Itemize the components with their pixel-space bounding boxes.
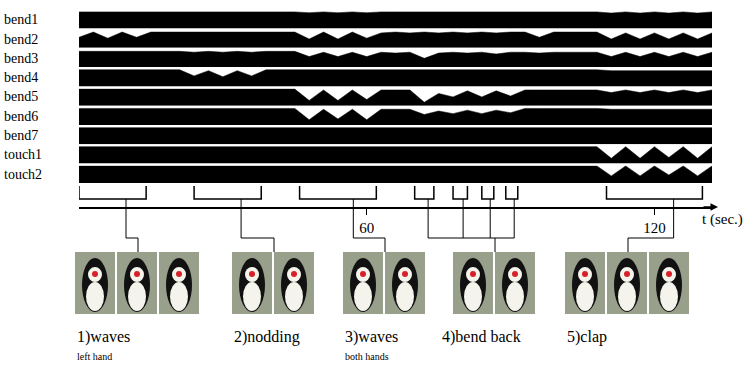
svg-text:120: 120: [643, 220, 666, 236]
svg-text:both hands: both hands: [345, 351, 389, 362]
svg-text:bend3: bend3: [4, 51, 38, 66]
svg-text:bend4: bend4: [4, 70, 38, 85]
svg-text:left hand: left hand: [77, 351, 112, 362]
svg-text:touch1: touch1: [4, 147, 42, 162]
svg-text:4)bend back: 4)bend back: [442, 328, 521, 346]
svg-text:bend6: bend6: [4, 109, 38, 124]
svg-text:bend7: bend7: [4, 128, 38, 143]
svg-text:5)clap: 5)clap: [567, 328, 607, 346]
svg-text:bend1: bend1: [4, 12, 38, 27]
svg-text:60: 60: [359, 220, 374, 236]
svg-text:t (sec.): t (sec.): [702, 211, 743, 228]
svg-text:bend5: bend5: [4, 89, 38, 104]
svg-text:2)nodding: 2)nodding: [234, 328, 300, 346]
svg-text:1)waves: 1)waves: [77, 328, 130, 346]
svg-text:bend2: bend2: [4, 32, 38, 47]
svg-text:3)waves: 3)waves: [345, 328, 398, 346]
svg-text:touch2: touch2: [4, 167, 42, 182]
